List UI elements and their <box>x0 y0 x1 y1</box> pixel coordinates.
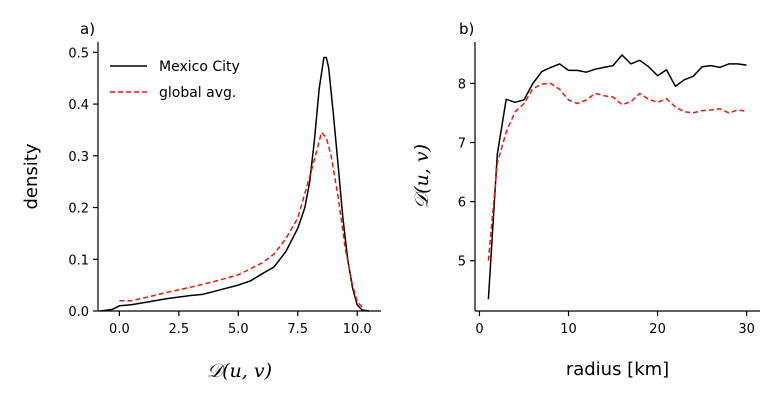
x-tick-label: 20 <box>649 322 666 337</box>
panel-label: b) <box>459 20 474 38</box>
legend-label: global avg. <box>159 85 236 101</box>
y-axis-label: 𝒟(u, v) <box>411 144 433 209</box>
panel-b-radius-chart: 0 10 20 30 5 6 7 8 radius [km] 𝒟(u, v) b) <box>411 20 760 380</box>
panel-label: a) <box>80 20 95 38</box>
x-axis-label: radius [km] <box>566 359 669 380</box>
series-line-mexico-city <box>487 54 747 300</box>
x-tick-label: 10 <box>560 322 577 337</box>
x-tick-label: 0.0 <box>109 322 130 337</box>
y-tick-label: 0.3 <box>68 150 89 165</box>
panel-a-density-chart: 0.0 2.5 5.0 7.5 10.0 0.0 0.1 0.2 0.3 0.4 0.5 𝒟(u, v… <box>21 20 381 382</box>
series-line-global-avg <box>119 131 365 310</box>
x-tick-label: 5.0 <box>228 322 249 337</box>
series-line-global-avg <box>487 82 747 261</box>
y-tick-label: 6 <box>458 196 466 211</box>
y-tick-label: 0.0 <box>68 305 89 320</box>
y-tick-label: 0.2 <box>68 202 89 217</box>
y-tick-label: 8 <box>458 77 466 92</box>
y-tick-label: 0.1 <box>68 253 89 268</box>
y-tick-label: 7 <box>458 137 466 152</box>
series-line-mexico-city <box>100 56 370 312</box>
x-tick-label: 2.5 <box>169 322 190 337</box>
x-tick-label: 30 <box>738 322 755 337</box>
y-tick-label: 0.4 <box>68 98 89 113</box>
x-axis-label: 𝒟(u, v) <box>207 360 272 382</box>
x-tick-label: 0 <box>475 322 483 337</box>
x-tick-label: 7.5 <box>287 322 308 337</box>
y-axis-label: density <box>21 143 42 209</box>
y-tick-label: 0.5 <box>68 46 89 61</box>
x-tick-label: 10.0 <box>343 322 372 337</box>
y-tick-label: 5 <box>458 255 466 270</box>
legend-label: Mexico City <box>159 59 240 75</box>
